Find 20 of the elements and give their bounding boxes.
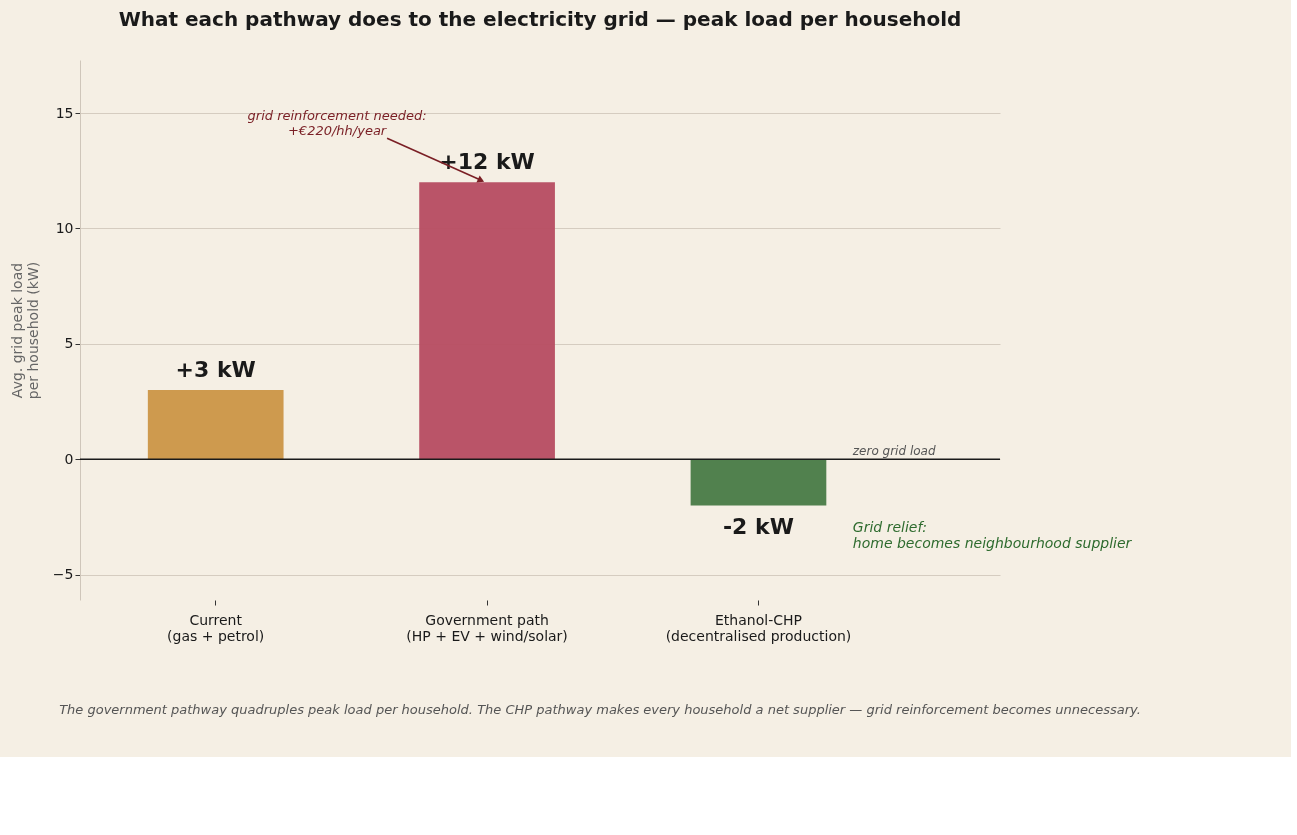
y-tick-label: 5 xyxy=(64,335,74,352)
annotation: Grid relief: home becomes neighbourhood supplier xyxy=(852,519,1133,552)
data-label: +12 kW xyxy=(439,149,535,175)
data-label: +3 kW xyxy=(175,357,256,382)
ref-line-label: zero grid load xyxy=(851,444,936,459)
y-tick-label: 0 xyxy=(64,450,74,467)
chart-title: What each pathway does to the electricity grid — peak load per household xyxy=(118,7,962,31)
annotation: grid reinforcement needed: +€220/hh/year xyxy=(247,108,427,139)
bar xyxy=(147,390,284,460)
data-label: -2 kW xyxy=(722,514,794,540)
y-tick-label: 15 xyxy=(55,104,74,121)
x-tick-label: Government path (HP + EV + wind/solar) xyxy=(406,611,568,644)
y-tick-label: 10 xyxy=(55,219,74,236)
x-tick-label: Ethanol-CHP (decentralised production) xyxy=(665,611,852,644)
bar xyxy=(419,182,555,460)
bar xyxy=(690,459,827,506)
text: The government pathway quadruples peak load per household. The CHP pathway makes every household a net supplier — grid reinforcement becomes unnecessary. xyxy=(59,702,1141,717)
x-tick-label: Current (gas + petrol) xyxy=(167,611,265,644)
y-axis-title: Avg. grid peak load per household (kW) xyxy=(8,261,41,400)
y-tick-label: −5 xyxy=(52,566,74,583)
